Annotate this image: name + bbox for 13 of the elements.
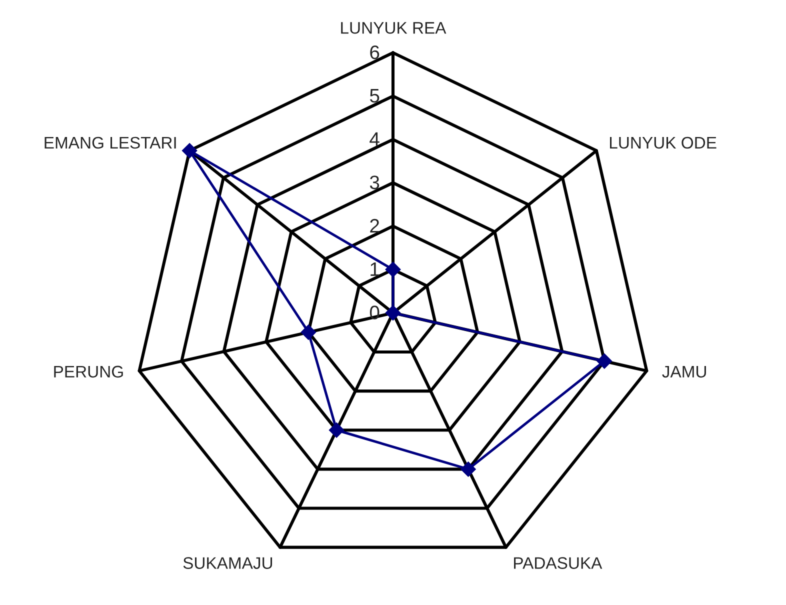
y-tick-label: 5 [370, 89, 380, 103]
y-tick-label: 6 [370, 45, 380, 60]
y-tick-label: 4 [370, 132, 380, 146]
y-tick-label: 1 [370, 262, 380, 276]
spoke-label: PERUNG [54, 366, 123, 378]
y-tick-label: 3 [370, 176, 380, 190]
spoke-label: EMANG LESTARI [44, 136, 176, 149]
spoke-label: LUNYUK REA [341, 22, 446, 34]
spoke-label: LUNYUK ODE [610, 136, 716, 149]
y-tick-label: 2 [370, 218, 380, 233]
spoke-label: SUKAMAJU [183, 557, 272, 569]
spoke-label: JAMU [662, 366, 706, 378]
spoke-label: PADASUKA [514, 557, 602, 569]
